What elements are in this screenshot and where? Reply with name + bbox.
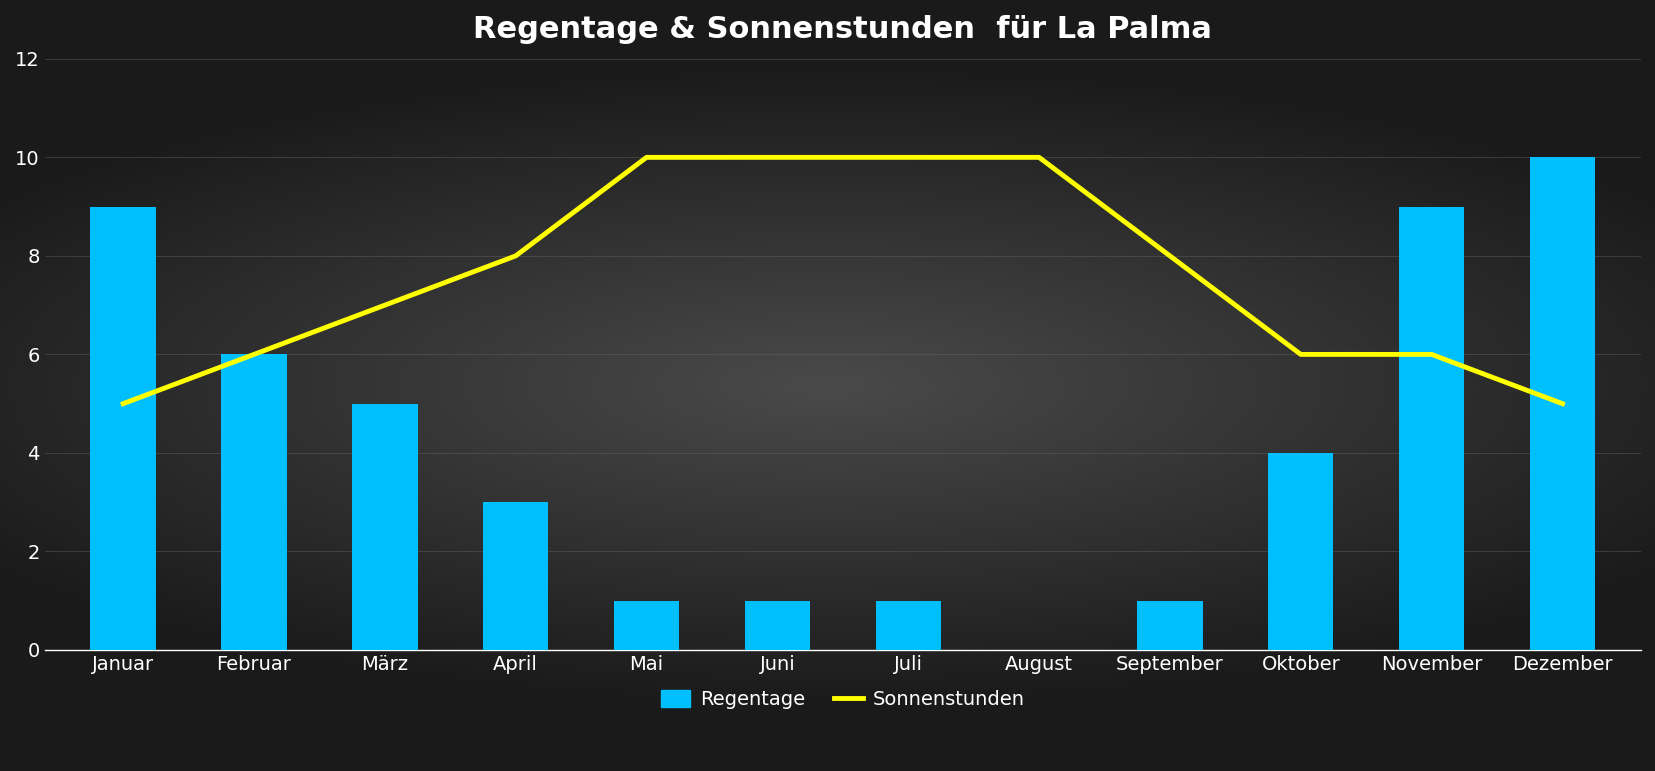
Bar <box>353 404 417 650</box>
Bar <box>1529 157 1594 650</box>
Sonnenstunden <box>1158 251 1178 261</box>
Sonnenstunden <box>766 153 786 162</box>
Line: Sonnenstunden: Sonnenstunden <box>122 157 1562 404</box>
Bar <box>1398 207 1463 650</box>
Sonnenstunden <box>1289 350 1309 359</box>
Legend: Regentage, Sonnenstunden: Regentage, Sonnenstunden <box>652 682 1033 717</box>
Bar <box>614 601 679 650</box>
Sonnenstunden <box>897 153 917 162</box>
Bar <box>483 502 548 650</box>
Bar <box>745 601 809 650</box>
Bar <box>1137 601 1202 650</box>
Title: Regentage & Sonnenstunden  für La Palma: Regentage & Sonnenstunden für La Palma <box>473 15 1211 44</box>
Sonnenstunden <box>636 153 655 162</box>
Sonnenstunden <box>1552 399 1572 409</box>
Bar <box>1268 453 1332 650</box>
Bar <box>875 601 940 650</box>
Sonnenstunden <box>243 350 263 359</box>
Sonnenstunden <box>374 301 394 310</box>
Sonnenstunden <box>1422 350 1442 359</box>
Sonnenstunden <box>113 399 132 409</box>
Bar <box>91 207 156 650</box>
Sonnenstunden <box>1028 153 1048 162</box>
Sonnenstunden <box>505 251 525 261</box>
Bar <box>222 355 286 650</box>
